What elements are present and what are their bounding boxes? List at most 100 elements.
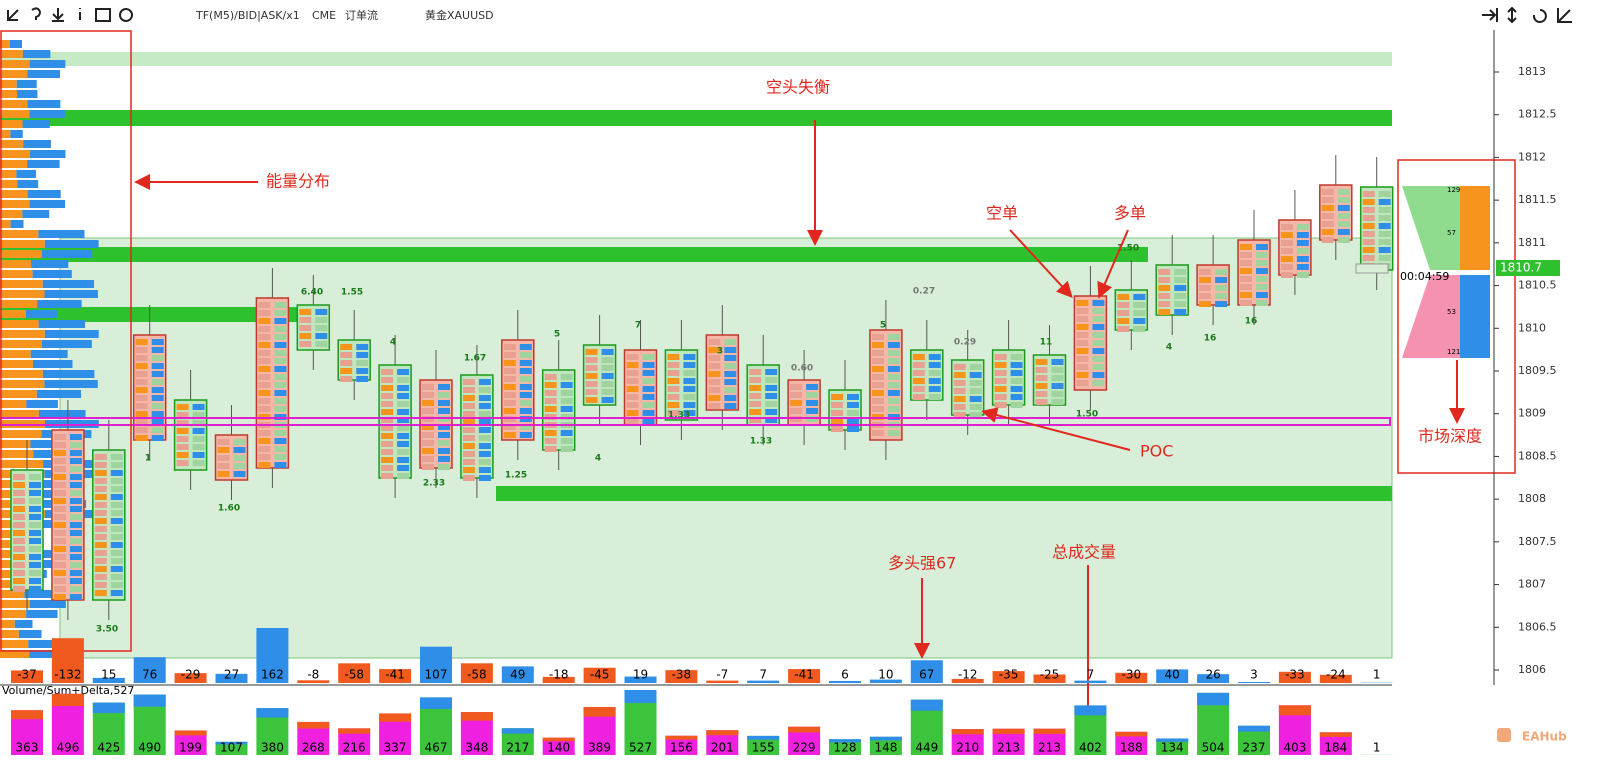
cell — [504, 344, 516, 350]
cell — [274, 310, 286, 316]
cell — [545, 374, 557, 380]
watermark: EAHub — [1522, 730, 1567, 744]
volume-cap — [1197, 693, 1229, 705]
cell — [340, 352, 352, 358]
cell — [111, 574, 123, 580]
cell — [1379, 207, 1391, 213]
cell — [724, 339, 736, 345]
cell — [13, 562, 25, 568]
cell — [504, 384, 516, 390]
cell — [1215, 269, 1227, 275]
cell — [29, 554, 41, 560]
cell — [1011, 378, 1023, 384]
cell — [708, 395, 720, 401]
cell — [872, 350, 884, 356]
cell — [954, 380, 966, 386]
cell — [397, 401, 409, 407]
cell — [995, 394, 1007, 400]
profile-bar — [0, 390, 37, 398]
cell — [95, 494, 107, 500]
cell — [356, 376, 368, 382]
candle-label: 1.67 — [464, 354, 486, 364]
profile-bar — [26, 400, 58, 408]
cell — [724, 387, 736, 393]
cell — [152, 363, 164, 369]
volume-label: 403 — [1283, 741, 1306, 755]
cell — [790, 408, 802, 414]
cell — [1338, 229, 1350, 235]
cell — [381, 457, 393, 463]
cell — [422, 392, 434, 398]
cell — [1363, 247, 1375, 253]
cell — [258, 406, 270, 412]
cell — [1092, 348, 1104, 354]
volume-label: 156 — [670, 741, 693, 755]
profile-bar — [17, 180, 38, 188]
cell — [1076, 372, 1088, 378]
cell — [561, 398, 573, 404]
profile-bar — [0, 70, 27, 78]
cell — [111, 494, 123, 500]
cell — [422, 456, 434, 462]
cell — [479, 451, 491, 457]
cell — [1052, 391, 1064, 397]
cell — [602, 389, 614, 395]
profile-bar — [16, 170, 36, 178]
profile-bar — [0, 90, 17, 98]
delta-bar — [1238, 682, 1270, 683]
profile-bar — [45, 290, 98, 298]
cell — [1322, 197, 1334, 203]
volume-label: 155 — [752, 741, 775, 755]
cell — [111, 454, 123, 460]
cell — [111, 550, 123, 556]
cell — [70, 570, 82, 576]
y-tick-label: 1811.5 — [1518, 193, 1557, 206]
profile-bar — [0, 210, 22, 218]
cell — [1256, 300, 1268, 306]
candle-label: 7 — [635, 321, 641, 331]
cell — [274, 318, 286, 324]
cell — [274, 342, 286, 348]
cell — [70, 450, 82, 456]
cell — [258, 302, 270, 308]
cell — [136, 403, 148, 409]
cell — [111, 486, 123, 492]
cell — [667, 378, 679, 384]
volume-cap — [993, 729, 1025, 734]
profile-bar — [11, 220, 24, 228]
timer: 00:04:59 — [1400, 270, 1449, 283]
profile-bar — [19, 630, 42, 638]
cell — [274, 366, 286, 372]
cell — [54, 586, 66, 592]
cell — [586, 389, 598, 395]
volume-label: 201 — [711, 741, 734, 755]
cell — [1036, 375, 1048, 381]
volume-cap — [461, 712, 493, 721]
volume-label: 490 — [138, 741, 161, 755]
volume-cap — [1320, 732, 1352, 737]
cell — [136, 355, 148, 361]
cell — [29, 482, 41, 488]
cell — [1199, 285, 1211, 291]
cell — [520, 368, 532, 374]
cell — [545, 382, 557, 388]
volume-cap — [706, 730, 738, 735]
cell — [95, 478, 107, 484]
cell — [643, 386, 655, 392]
y-tick-label: 1809 — [1518, 407, 1546, 420]
cell — [627, 354, 639, 360]
candle-label: 5 — [880, 321, 886, 331]
cell — [602, 397, 614, 403]
cell — [397, 385, 409, 391]
cell — [258, 438, 270, 444]
cell — [1363, 191, 1375, 197]
cell — [1240, 244, 1252, 250]
cell — [152, 411, 164, 417]
cell — [258, 454, 270, 460]
cell — [274, 390, 286, 396]
profile-bar — [27, 100, 60, 108]
cell — [1281, 224, 1293, 230]
cell — [913, 386, 925, 392]
cell — [1036, 391, 1048, 397]
cell — [847, 394, 859, 400]
